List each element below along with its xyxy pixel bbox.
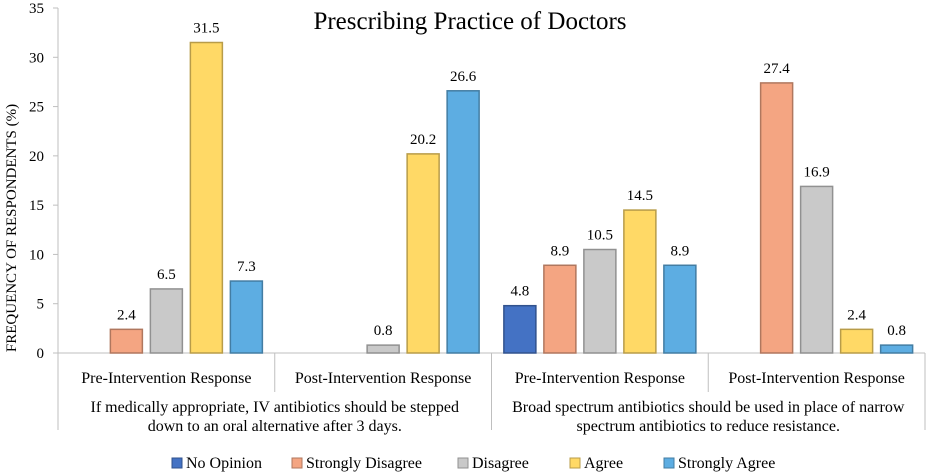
bar-value-label: 2.4 [847, 307, 866, 323]
legend-label: Agree [584, 455, 623, 472]
legend-swatch-agree [569, 457, 581, 469]
bar-disagree [799, 185, 834, 354]
bar-disagree [583, 248, 617, 354]
y-tick-label: 20 [29, 149, 44, 165]
chart-title: Prescribing Practice of Doctors [313, 8, 626, 35]
legend-label: Disagree [472, 455, 529, 472]
bar-value-label: 0.8 [887, 323, 906, 339]
legend-label: No Opinion [186, 455, 262, 472]
x-group-label-line2: down to an oral alternative after 3 days… [148, 418, 402, 435]
legend-swatch-strongly-disagree [291, 457, 303, 469]
bar-value-label: 2.4 [117, 307, 136, 323]
bar-value-label: 4.8 [511, 284, 530, 300]
bar-value-label: 14.5 [627, 188, 653, 204]
bar-value-label: 16.9 [804, 164, 830, 180]
bar-strongly-disagree [543, 264, 577, 354]
bar-disagree [366, 344, 400, 354]
y-tick-label: 35 [29, 1, 44, 17]
x-category-label: Pre-Intervention Response [515, 370, 685, 387]
bar-agree [839, 328, 874, 354]
bar-agree [406, 153, 440, 354]
bar-value-label: 8.9 [551, 243, 570, 259]
bar-value-label: 0.8 [374, 323, 393, 339]
bar-strongly-agree [663, 264, 697, 354]
bar-strongly-agree [229, 280, 264, 354]
bar-value-label: 20.2 [410, 132, 436, 148]
bar-value-label: 6.5 [157, 267, 176, 283]
bar-agree [623, 209, 657, 354]
y-tick-label: 30 [29, 50, 44, 66]
bar-value-label: 27.4 [764, 61, 791, 77]
bar-strongly-disagree [759, 82, 794, 354]
y-tick-label: 15 [29, 198, 44, 214]
bar-value-label: 31.5 [193, 21, 219, 37]
bar-disagree [149, 288, 184, 354]
y-tick-label: 25 [29, 100, 44, 116]
x-category-label: Pre-Intervention Response [81, 370, 251, 387]
bar-value-label: 10.5 [587, 228, 613, 244]
x-category-label: Post-Intervention Response [295, 370, 471, 387]
x-group-label-line1: If medically appropriate, IV antibiotics… [91, 399, 460, 416]
y-axis-label: FREQUENCY OF RESPONDENTS (%) [4, 104, 20, 352]
bar-value-label: 7.3 [237, 259, 256, 275]
x-group-label-line2: spectrum antibiotics to reduce resistanc… [577, 418, 840, 435]
legend-label: Strongly Disagree [306, 455, 422, 472]
bar-no-opinion [503, 304, 537, 354]
legend-label: Strongly Agree [678, 455, 775, 472]
x-category-label: Post-Intervention Response [728, 370, 904, 387]
y-tick-label: 0 [37, 346, 45, 362]
y-tick-label: 5 [37, 297, 45, 313]
bar-strongly-agree [879, 344, 914, 354]
bar-value-label: 26.6 [450, 69, 477, 85]
bar-value-label: 8.9 [671, 243, 690, 259]
bar-agree [189, 41, 224, 354]
legend-swatch-disagree [457, 457, 469, 469]
x-group-label-line1: Broad spectrum antibiotics should be use… [512, 399, 905, 416]
legend-swatch-no-opinion [171, 457, 183, 469]
bar-strongly-disagree [109, 328, 144, 354]
bar-strongly-agree [446, 90, 480, 354]
legend-swatch-strongly-agree [663, 457, 675, 469]
y-tick-label: 10 [29, 247, 44, 263]
